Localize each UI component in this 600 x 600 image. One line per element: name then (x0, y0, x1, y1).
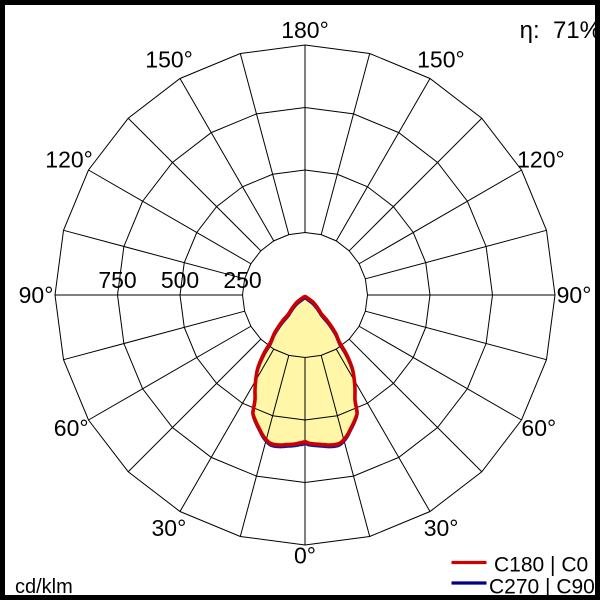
svg-text:750: 750 (98, 267, 136, 293)
svg-text:90°: 90° (557, 282, 592, 308)
svg-text:C180 | C0: C180 | C0 (494, 553, 588, 576)
svg-text:30°: 30° (424, 515, 459, 541)
svg-text:90°: 90° (19, 282, 54, 308)
svg-text:150°: 150° (145, 47, 193, 73)
svg-text:60°: 60° (54, 415, 89, 441)
svg-text:500: 500 (161, 267, 199, 293)
svg-text:60°: 60° (521, 415, 556, 441)
svg-text:120°: 120° (45, 147, 93, 173)
svg-text:0°: 0° (294, 542, 316, 568)
svg-text:η: 71%: η: 71% (520, 17, 600, 44)
svg-text:150°: 150° (417, 47, 465, 73)
svg-text:180°: 180° (281, 17, 329, 43)
svg-text:cd/klm: cd/klm (15, 576, 73, 598)
svg-text:250: 250 (223, 267, 261, 293)
svg-text:120°: 120° (517, 147, 565, 173)
svg-text:C270 | C90: C270 | C90 (489, 576, 595, 599)
svg-text:30°: 30° (152, 515, 187, 541)
